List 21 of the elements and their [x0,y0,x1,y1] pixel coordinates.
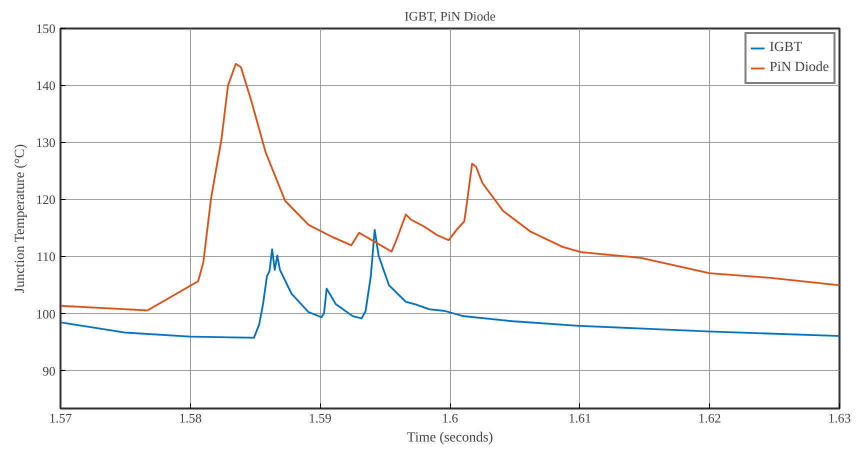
x-tick-label: 1.62 [698,410,722,426]
x-tick-label: 1.61 [568,410,592,426]
y-tick-label: 120 [36,192,56,208]
line-series [60,62,840,312]
y-axis-title: Junction Temperature (°C) [13,144,28,294]
x-tick-label: 1.57 [49,410,72,426]
x-tick-label: 1.58 [178,410,202,426]
chart-title: IGBT, PiN Diode [404,8,496,24]
x-tick-label: 1.6 [442,410,459,426]
x-axis-title: Time (seconds) [406,430,494,446]
x-tick-label: 1.59 [308,410,332,426]
y-tick-label: 130 [36,135,56,150]
y-tick-label: 90 [42,363,56,378]
y-tick-label: 140 [36,78,56,94]
y-tick-label: 100 [36,306,56,322]
y-tick-label: 150 [36,21,56,36]
legend-label: PiN Diode [770,60,829,76]
y-tick-label: 110 [36,249,56,264]
legend-label: IGBT [770,40,802,56]
x-tick-label: 1.63 [828,410,851,426]
line-series [60,229,840,339]
